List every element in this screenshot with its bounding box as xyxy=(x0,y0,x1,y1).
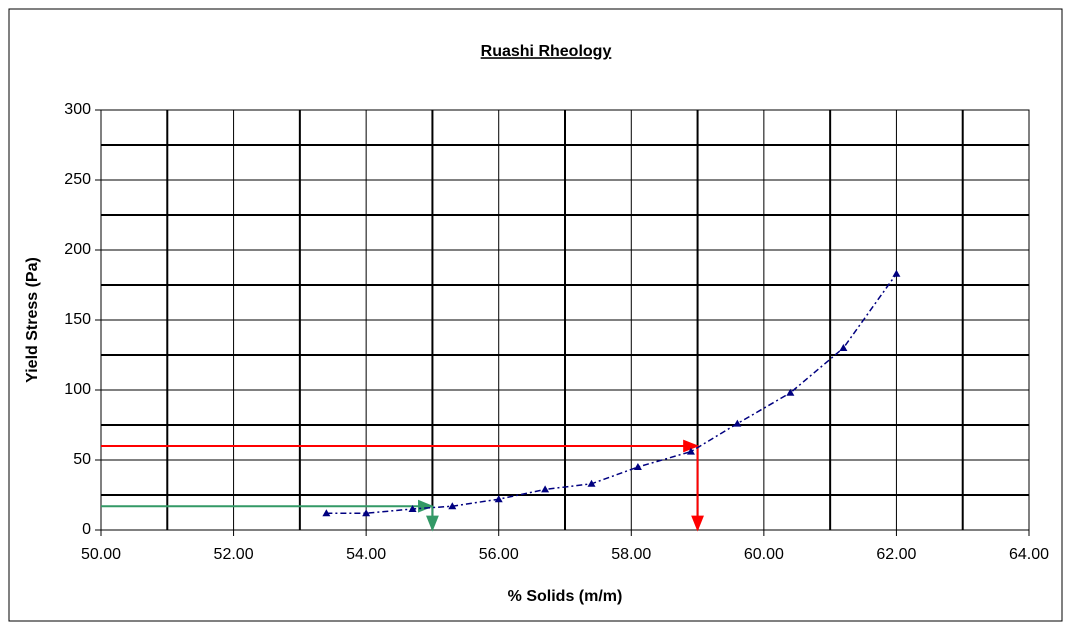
y-tick-label: 0 xyxy=(82,521,91,538)
x-tick-label: 54.00 xyxy=(346,546,386,563)
data-point xyxy=(633,463,642,470)
data-point xyxy=(686,447,695,455)
data-point xyxy=(892,269,901,277)
x-axis-label: % Solids (m/m) xyxy=(508,588,623,605)
x-tick-label: 62.00 xyxy=(876,546,916,563)
data-point xyxy=(494,495,503,503)
chart-title: Ruashi Rheology xyxy=(481,43,612,60)
x-tick-label: 60.00 xyxy=(744,546,784,563)
data-point xyxy=(448,502,457,510)
x-tick-label: 52.00 xyxy=(214,546,254,563)
x-tick-label: 58.00 xyxy=(611,546,651,563)
y-tick-label: 200 xyxy=(64,241,91,258)
data-point xyxy=(839,344,848,351)
data-point xyxy=(733,419,742,427)
data-point xyxy=(587,479,596,487)
y-tick-label: 50 xyxy=(73,451,91,468)
y-tick-label: 300 xyxy=(64,101,91,118)
x-tick-label: 50.00 xyxy=(81,546,121,563)
y-tick-label: 150 xyxy=(64,311,91,328)
data-point xyxy=(322,509,331,517)
data-point xyxy=(408,505,417,512)
y-tick-label: 250 xyxy=(64,171,91,188)
y-tick-label: 100 xyxy=(64,381,91,398)
data-point xyxy=(541,485,550,493)
x-tick-label: 64.00 xyxy=(1009,546,1049,563)
chart-border xyxy=(8,8,1063,622)
y-axis-label: Yield Stress (Pa) xyxy=(24,257,41,383)
data-point xyxy=(786,388,795,396)
data-point xyxy=(362,509,371,517)
x-tick-label: 56.00 xyxy=(479,546,519,563)
